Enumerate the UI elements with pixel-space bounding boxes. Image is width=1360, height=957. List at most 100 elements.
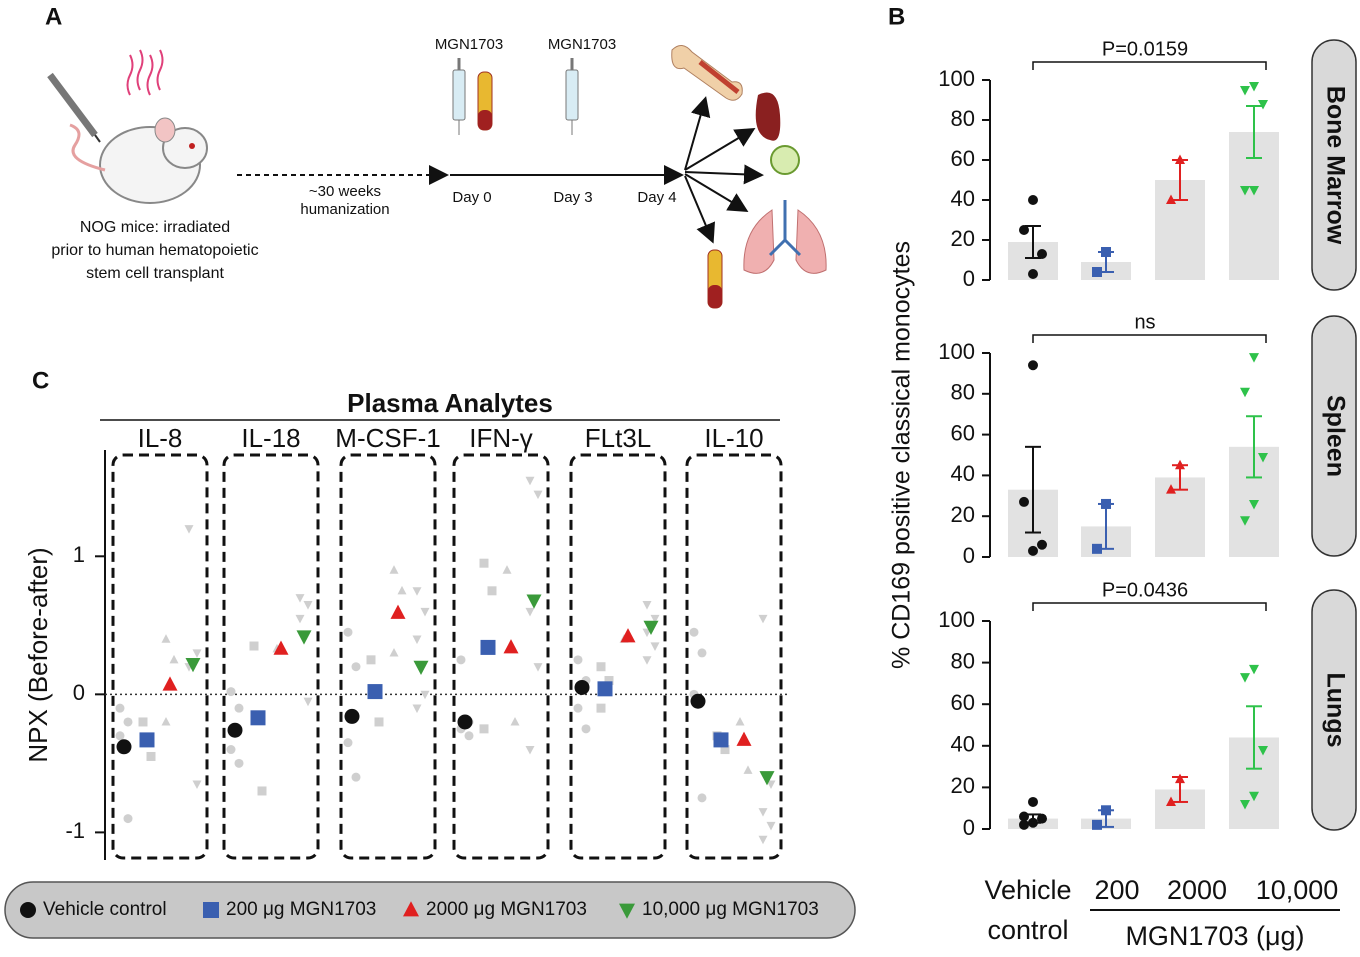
y-tick-label: 0	[963, 266, 975, 291]
point	[226, 745, 236, 755]
y-tick-label: 40	[951, 461, 975, 486]
point	[650, 614, 660, 624]
analyte-label: M-CSF-1	[335, 423, 440, 453]
point	[123, 717, 133, 727]
point	[650, 642, 660, 651]
timeline-label: humanization	[300, 201, 389, 218]
point	[573, 703, 583, 713]
point	[397, 585, 407, 595]
drug-label: MGN1703	[435, 36, 503, 53]
point	[720, 745, 730, 755]
point	[1037, 539, 1047, 550]
point	[758, 808, 768, 817]
analyte-label: IFN-γ	[469, 423, 533, 453]
point	[249, 641, 259, 651]
syringe-icons	[452, 58, 579, 135]
significance-bracket	[1032, 602, 1267, 611]
error-bar	[1025, 445, 1041, 534]
y-tick-label: 1	[73, 542, 85, 567]
point	[736, 731, 752, 746]
analyte-label: IL-10	[704, 423, 763, 453]
point	[303, 697, 313, 707]
error-bar	[1246, 105, 1262, 159]
point	[1240, 186, 1250, 196]
point	[1092, 819, 1102, 830]
point	[1249, 82, 1259, 92]
point	[344, 708, 360, 724]
point	[456, 655, 466, 665]
point	[123, 814, 133, 824]
point	[1092, 543, 1102, 554]
point	[227, 722, 243, 738]
point	[480, 639, 496, 655]
point	[1092, 267, 1102, 277]
point	[303, 601, 313, 610]
y-tick-label: 60	[951, 690, 975, 715]
point	[596, 703, 606, 713]
x-tick-label: 2000	[1166, 875, 1228, 905]
legend-label: 2000 μg MGN1703	[426, 899, 587, 920]
point	[1037, 813, 1047, 824]
caption: stem cell transplant	[86, 265, 224, 282]
point	[412, 704, 422, 714]
point	[759, 771, 775, 786]
point	[642, 656, 652, 665]
point	[1240, 387, 1250, 398]
analyte-box	[452, 453, 550, 860]
title-pill	[1311, 589, 1357, 831]
analyte-label: FLt3L	[585, 423, 652, 453]
point	[115, 703, 125, 713]
error-bar	[1172, 464, 1188, 491]
point	[1249, 186, 1259, 196]
significance-bracket	[1032, 334, 1267, 343]
point	[273, 640, 289, 655]
point	[413, 660, 429, 675]
point	[574, 679, 590, 695]
point	[161, 634, 171, 643]
legend-label: 200 μg MGN1703	[226, 899, 376, 920]
analyte-box	[569, 453, 667, 860]
point	[1028, 360, 1038, 371]
point	[234, 758, 244, 768]
y-tick-label: 40	[951, 186, 975, 211]
y-tick-label: 100	[938, 66, 975, 91]
legend-label: Vehicle control	[43, 899, 167, 920]
point	[526, 594, 542, 609]
x-axis-label: MGN1703 (μg)	[1125, 921, 1305, 951]
point	[743, 765, 753, 774]
y-tick-label: 100	[938, 339, 975, 364]
point	[138, 717, 148, 727]
y-axis-label: % CD169 positive classical monocytes	[888, 241, 916, 669]
point	[185, 657, 201, 673]
point	[1028, 545, 1038, 556]
point	[735, 717, 745, 726]
caption: NOG mice: irradiated	[80, 219, 230, 236]
point	[161, 717, 171, 726]
point	[295, 594, 305, 603]
point	[479, 724, 489, 734]
point	[1019, 819, 1029, 830]
point	[1240, 673, 1250, 683]
point	[390, 604, 406, 619]
point	[533, 663, 543, 672]
point	[510, 717, 520, 726]
point	[184, 525, 194, 534]
point	[139, 732, 155, 748]
point	[412, 635, 422, 645]
error-bar	[1098, 502, 1114, 550]
error-bar	[1172, 776, 1188, 803]
point	[487, 586, 497, 596]
point	[116, 739, 132, 755]
point	[1258, 745, 1268, 756]
y-tick-label: 80	[951, 648, 975, 673]
point	[115, 731, 125, 741]
day-label: Day 0	[452, 189, 491, 206]
point	[766, 821, 776, 831]
y-tick-label: 80	[951, 380, 975, 405]
point	[758, 835, 768, 845]
point	[296, 630, 312, 645]
panel-label: B	[888, 3, 905, 30]
point	[713, 732, 729, 748]
point	[596, 662, 606, 672]
x-tick-label: Vehicle control	[984, 875, 1072, 945]
